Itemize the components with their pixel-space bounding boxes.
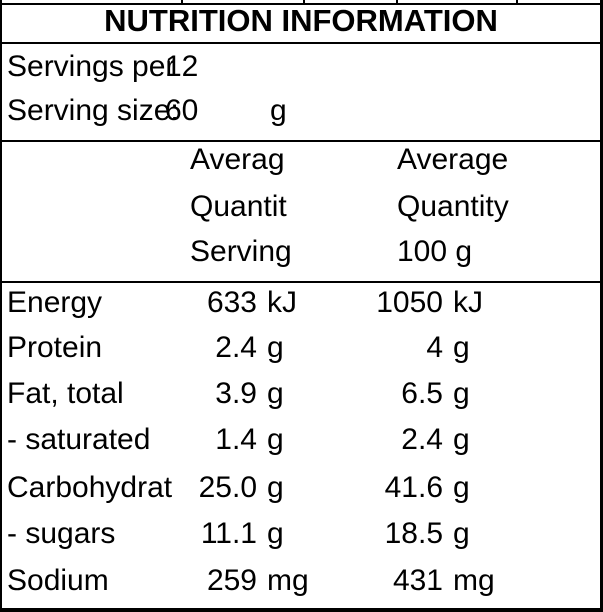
serving-size-row: Serving size: 60 g xyxy=(2,88,600,134)
divider-above-data xyxy=(2,281,600,283)
qty-per-100g: 1050 xyxy=(376,286,443,319)
nutrient-label: Carbohydrat xyxy=(7,471,173,504)
qty-per-100g: 6.5 xyxy=(401,377,443,410)
servings-per-row: Servings per 12 xyxy=(2,44,600,90)
qty-per-100g: 4 xyxy=(426,331,443,364)
unit-per-serving: g xyxy=(267,423,284,456)
gridline-tick xyxy=(303,0,305,3)
servings-per-value: 12 xyxy=(165,50,199,83)
nutrient-label: - sugars xyxy=(7,517,116,550)
qty-per-serving: 11.1 xyxy=(200,517,257,550)
qty-per-serving: 2.4 xyxy=(215,331,257,364)
gridline-tick xyxy=(516,0,518,3)
gridline-tick xyxy=(396,0,398,3)
unit-per-100g: g xyxy=(453,377,470,410)
servings-per-label: Servings per xyxy=(7,50,176,83)
unit-per-serving: mg xyxy=(267,564,309,597)
unit-per-100g: g xyxy=(453,423,470,456)
unit-per-100g: g xyxy=(453,517,470,550)
header-line-3: Serving 100 g xyxy=(2,229,600,275)
per-serving-header-line2: Quantit xyxy=(190,190,287,223)
gridline-tick xyxy=(181,0,183,3)
table-row-fat-total: Fat, total 3.9 g 6.5 g xyxy=(2,371,600,417)
qty-per-100g: 431 xyxy=(392,564,443,597)
per-100g-header-line3: 100 g xyxy=(397,235,473,268)
serving-size-unit: g xyxy=(270,94,287,127)
qty-per-100g: 41.6 xyxy=(384,471,443,504)
table-row-carbohydrate: Carbohydrat 25.0 g 41.6 g xyxy=(2,465,600,511)
unit-per-serving: g xyxy=(267,517,284,550)
qty-per-serving: 1.4 xyxy=(215,423,257,456)
per-serving-header-line1: Averag xyxy=(190,143,285,176)
unit-per-serving: kJ xyxy=(267,286,297,319)
table-row-sugars: - sugars 11.1 g 18.5 g xyxy=(2,511,600,557)
qty-per-100g: 18.5 xyxy=(384,517,443,550)
nutrient-label: Protein xyxy=(7,331,103,364)
nutrient-label: Fat, total xyxy=(7,377,124,410)
table-row-saturated: - saturated 1.4 g 2.4 g xyxy=(2,417,600,463)
qty-per-serving: 633 xyxy=(206,286,257,319)
unit-per-serving: g xyxy=(267,471,284,504)
unit-per-100g: g xyxy=(453,331,470,364)
table-top-border xyxy=(2,3,600,5)
unit-per-serving: g xyxy=(267,331,284,364)
qty-per-serving: 3.9 xyxy=(215,377,257,410)
qty-per-serving: 259 xyxy=(206,564,257,597)
nutrient-label: Energy xyxy=(7,286,103,319)
per-100g-header-line1: Average xyxy=(397,143,509,176)
unit-per-100g: g xyxy=(453,471,470,504)
qty-per-100g: 2.4 xyxy=(401,423,443,456)
table-row-sodium: Sodium 259 mg 431 mg xyxy=(2,558,600,604)
serving-size-label: Serving size: xyxy=(7,94,179,127)
header-line-1: Averag Average xyxy=(2,137,600,183)
table-row-energy: Energy 633 kJ 1050 kJ xyxy=(2,280,600,326)
per-serving-header-line3: Serving xyxy=(190,235,292,268)
table-row-protein: Protein 2.4 g 4 g xyxy=(2,325,600,371)
serving-size-value: 60 xyxy=(165,94,199,127)
divider-below-title xyxy=(2,42,600,44)
unit-per-serving: g xyxy=(267,377,284,410)
nutrient-label: Sodium xyxy=(7,564,109,597)
header-line-2: Quantit Quantity xyxy=(2,184,600,230)
panel-title: NUTRITION INFORMATION xyxy=(104,3,498,38)
unit-per-100g: mg xyxy=(453,564,495,597)
nutrient-label: - saturated xyxy=(7,423,151,456)
unit-per-100g: kJ xyxy=(453,286,483,319)
qty-per-serving: 25.0 xyxy=(198,471,257,504)
per-100g-header-line2: Quantity xyxy=(397,190,509,223)
divider-above-headers xyxy=(2,140,600,142)
